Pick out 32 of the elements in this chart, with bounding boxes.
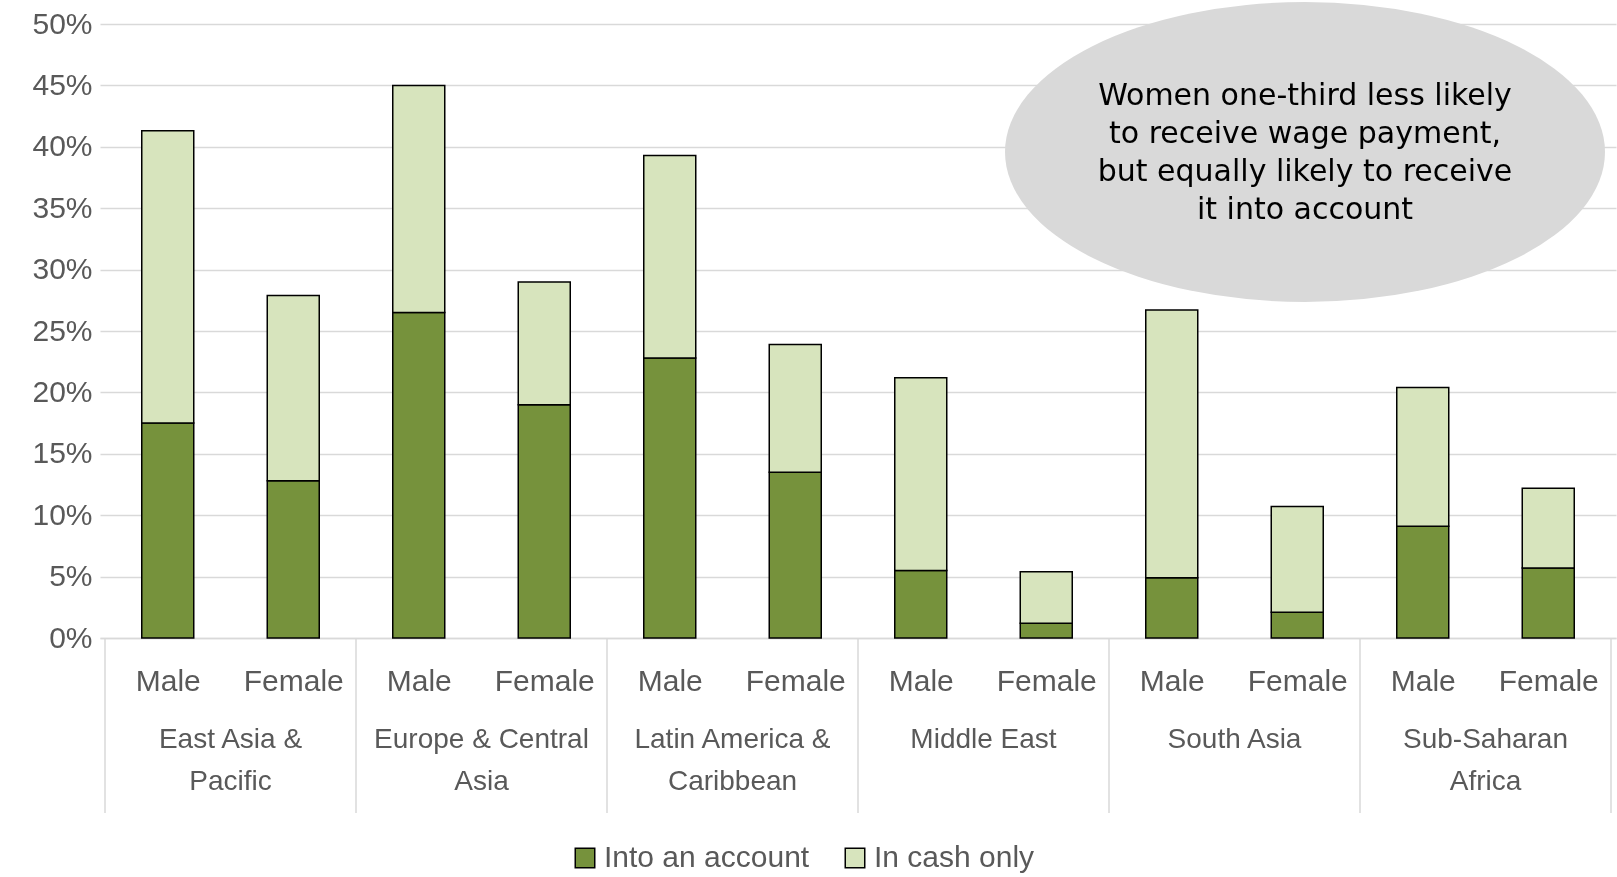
y-tick-label: 0% — [49, 620, 93, 654]
y-tick-label: 30% — [32, 252, 93, 286]
x-tick-label: Male — [637, 663, 703, 697]
y-tick-label: 10% — [32, 497, 93, 531]
y-tick-label: 15% — [32, 436, 93, 470]
x-tick-label: Male — [135, 663, 201, 697]
y-tick-label: 5% — [49, 559, 93, 593]
text: East Asia & Pacific — [158, 723, 303, 796]
text: Middle East — [910, 723, 1057, 754]
y-tick-label: 25% — [32, 313, 93, 347]
text: Latin America & Caribbean — [634, 723, 831, 796]
x-tick-label: Male — [1139, 663, 1205, 697]
text: South Asia — [1167, 723, 1302, 754]
y-tick-label: 45% — [32, 67, 93, 101]
x-tick-label: Male — [888, 663, 954, 697]
y-tick-label: 40% — [32, 129, 93, 163]
legend-label: In cash only — [874, 840, 1035, 873]
x-tick-label: Male — [1390, 663, 1456, 697]
x-tick-label: Female — [996, 663, 1097, 697]
x-tick-label: Female — [494, 663, 595, 697]
legend-label: Into an account — [604, 840, 810, 873]
text: Sub-Saharan Africa — [1402, 723, 1569, 796]
y-tick-label: 50% — [32, 6, 93, 40]
y-tick-label: 35% — [32, 190, 93, 224]
x-tick-label: Female — [1498, 663, 1599, 697]
annotation: Women one-third less likely to receive wage payment, but equally likely to receive it into account — [1096, 76, 1514, 228]
y-tick-label: 20% — [32, 374, 93, 408]
text: Europe & Central Asia — [374, 723, 589, 796]
x-tick-label: Male — [386, 663, 452, 697]
x-tick-label: Female — [745, 663, 846, 697]
x-tick-label: Female — [243, 663, 344, 697]
x-tick-label: Female — [1247, 663, 1348, 697]
